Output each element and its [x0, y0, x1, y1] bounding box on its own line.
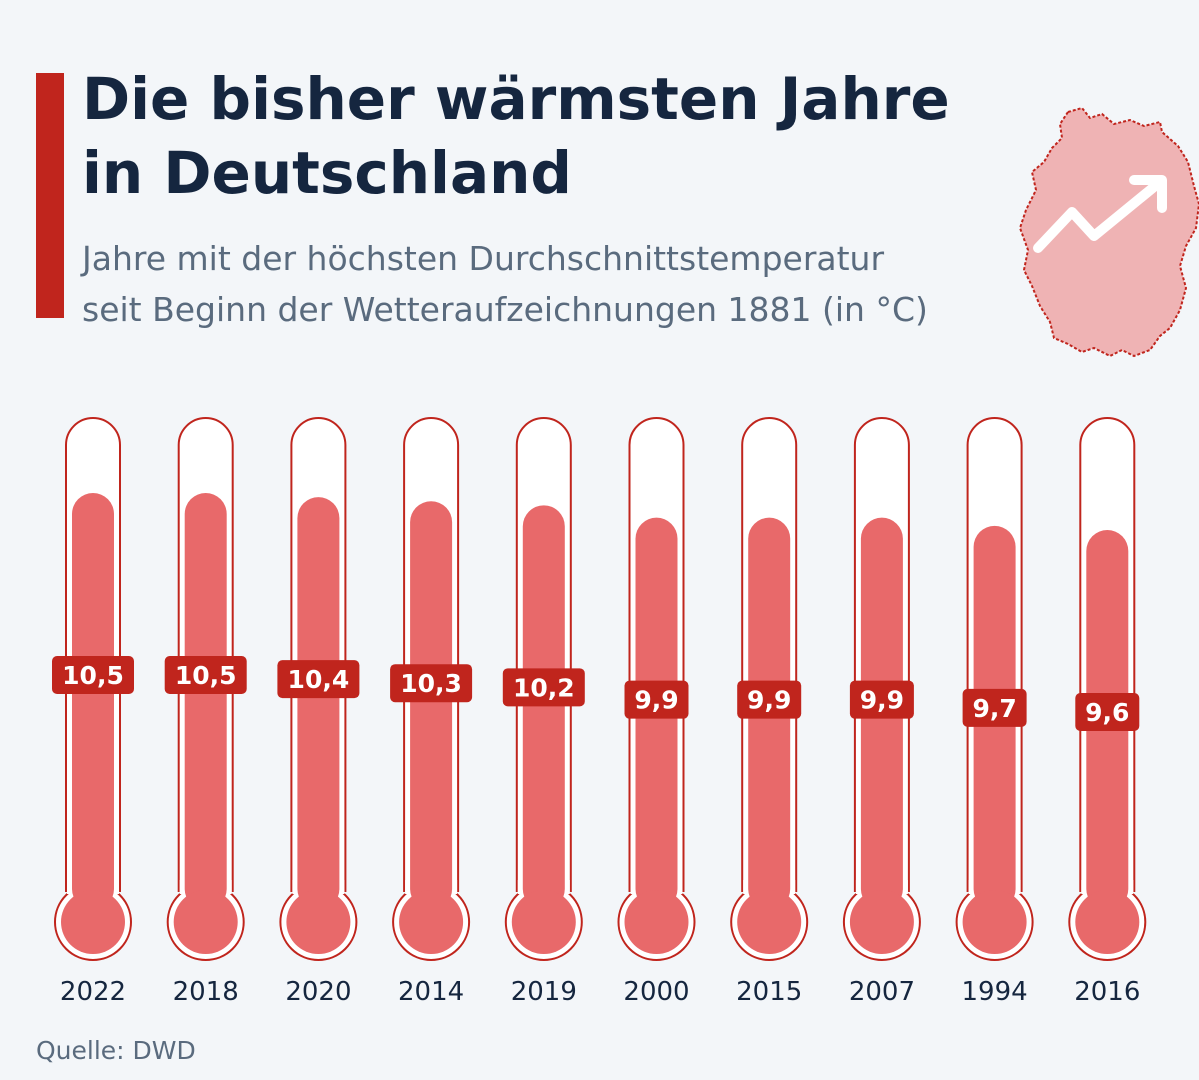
value-label-bg — [164, 656, 247, 694]
data-label-2015: 9,9 — [747, 686, 791, 715]
value-label-bg — [277, 660, 360, 699]
thermometer-2016: 9,6 2016 — [1068, 417, 1147, 1007]
data-label-2014: 10,3 — [400, 669, 462, 698]
thermometer-2007: 9,9 2007 — [842, 417, 921, 1007]
thermometer-bulb-fill — [624, 890, 689, 954]
thermometer-bulb-fill — [61, 890, 125, 954]
tick-label-2000: 2000 — [623, 977, 689, 1007]
data-label-2016: 9,6 — [1085, 698, 1129, 727]
thermometer-chart: 10,5 2022 10,5 2018 10,4 2020 10,3 2014 10,2 2019… — [52, 417, 1147, 1007]
thermometer-bulb-fill — [962, 890, 1027, 954]
value-label-bg — [390, 664, 473, 703]
tick-label-2016: 2016 — [1074, 977, 1140, 1007]
value-label-bg — [624, 680, 689, 719]
chart-subtitle: Jahre mit der höchsten Durchschnittstemp… — [82, 239, 928, 329]
tick-label-2014: 2014 — [398, 977, 464, 1007]
thermometer-1994: 9,7 1994 — [955, 417, 1034, 1007]
value-label-bg — [52, 656, 134, 694]
tick-label-2018: 2018 — [173, 977, 239, 1007]
value-label-bg — [502, 668, 585, 707]
data-label-2018: 10,5 — [175, 661, 237, 690]
data-label-2019: 10,2 — [513, 673, 575, 702]
tick-label-2022: 2022 — [60, 977, 126, 1007]
data-label-2020: 10,4 — [288, 665, 350, 694]
germany-map-shape — [1018, 106, 1199, 358]
data-label-2000: 9,9 — [634, 686, 678, 715]
thermometer-2022: 10,5 2022 — [52, 417, 134, 1007]
trend-arrow-head — [1129, 175, 1167, 213]
thermometer-2000: 9,9 2000 — [617, 417, 696, 1007]
tick-label-2019: 2019 — [511, 977, 577, 1007]
bar-2014 — [410, 501, 453, 910]
tick-label-2015: 2015 — [736, 977, 802, 1007]
bar-2022 — [72, 493, 114, 910]
thermometer-bulb-fill — [1075, 890, 1140, 954]
value-label-bg — [1075, 693, 1140, 731]
value-label-bg — [737, 680, 802, 719]
source-note: Quelle: DWD — [36, 1036, 196, 1065]
thermometer-bulb-fill — [849, 890, 914, 954]
thermometer-2018: 10,5 2018 — [164, 417, 247, 1007]
thermometer-2019: 10,2 2019 — [502, 417, 585, 1007]
thermometer-bulb-fill — [286, 890, 351, 954]
thermometer-bulb-fill — [737, 890, 802, 954]
bar-2020 — [297, 497, 340, 910]
thermometer-bulb-fill — [399, 890, 464, 954]
thermometer-bulb-fill — [511, 890, 576, 954]
accent-bar — [36, 73, 64, 318]
chart-title: Die bisher wärmsten Jahre in Deutschland — [82, 65, 950, 207]
bar-2018 — [184, 493, 227, 910]
value-label-bg — [962, 688, 1027, 727]
thermometer-2020: 10,4 2020 — [277, 417, 360, 1007]
trend-up-arrow-icon — [1033, 177, 1165, 253]
thermometer-bulb-fill — [173, 890, 238, 954]
tick-label-1994: 1994 — [962, 977, 1028, 1007]
tick-label-2020: 2020 — [285, 977, 351, 1007]
thermometer-2015: 9,9 2015 — [730, 417, 809, 1007]
data-label-2007: 9,9 — [860, 686, 904, 715]
data-label-1994: 9,7 — [972, 694, 1016, 723]
thermometer-2014: 10,3 2014 — [390, 417, 473, 1007]
bar-2019 — [522, 505, 565, 910]
data-label-2022: 10,5 — [62, 661, 124, 690]
germany-map-icon — [1018, 106, 1199, 358]
value-label-bg — [849, 680, 914, 719]
tick-label-2007: 2007 — [849, 977, 915, 1007]
